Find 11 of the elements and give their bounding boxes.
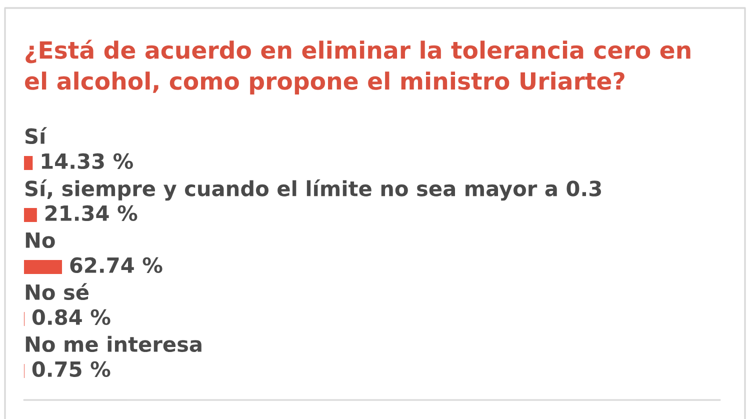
y-tick-label: No — [26, 232, 55, 248]
data-label: 0.84 % — [32, 309, 110, 326]
data-label: 21.34 % — [46, 205, 138, 222]
y-tick-label: Sí — [25, 127, 48, 144]
y-tick-label: No me interesa — [26, 336, 202, 352]
y-tick-label: No sé — [26, 283, 89, 300]
data-label: 0.75 % — [32, 361, 110, 378]
data-label: 14.33 % — [42, 153, 133, 170]
y-tick-label: Sí, siempre y cuando el límite no sea mayor a 0.3 — [25, 179, 601, 201]
text: ¿Está de acuerdo en eliminar la tolerancia cero en el alcohol, como propone el ministro Uriarte? — [25, 40, 690, 94]
data-label: 62.74 % — [70, 257, 162, 274]
